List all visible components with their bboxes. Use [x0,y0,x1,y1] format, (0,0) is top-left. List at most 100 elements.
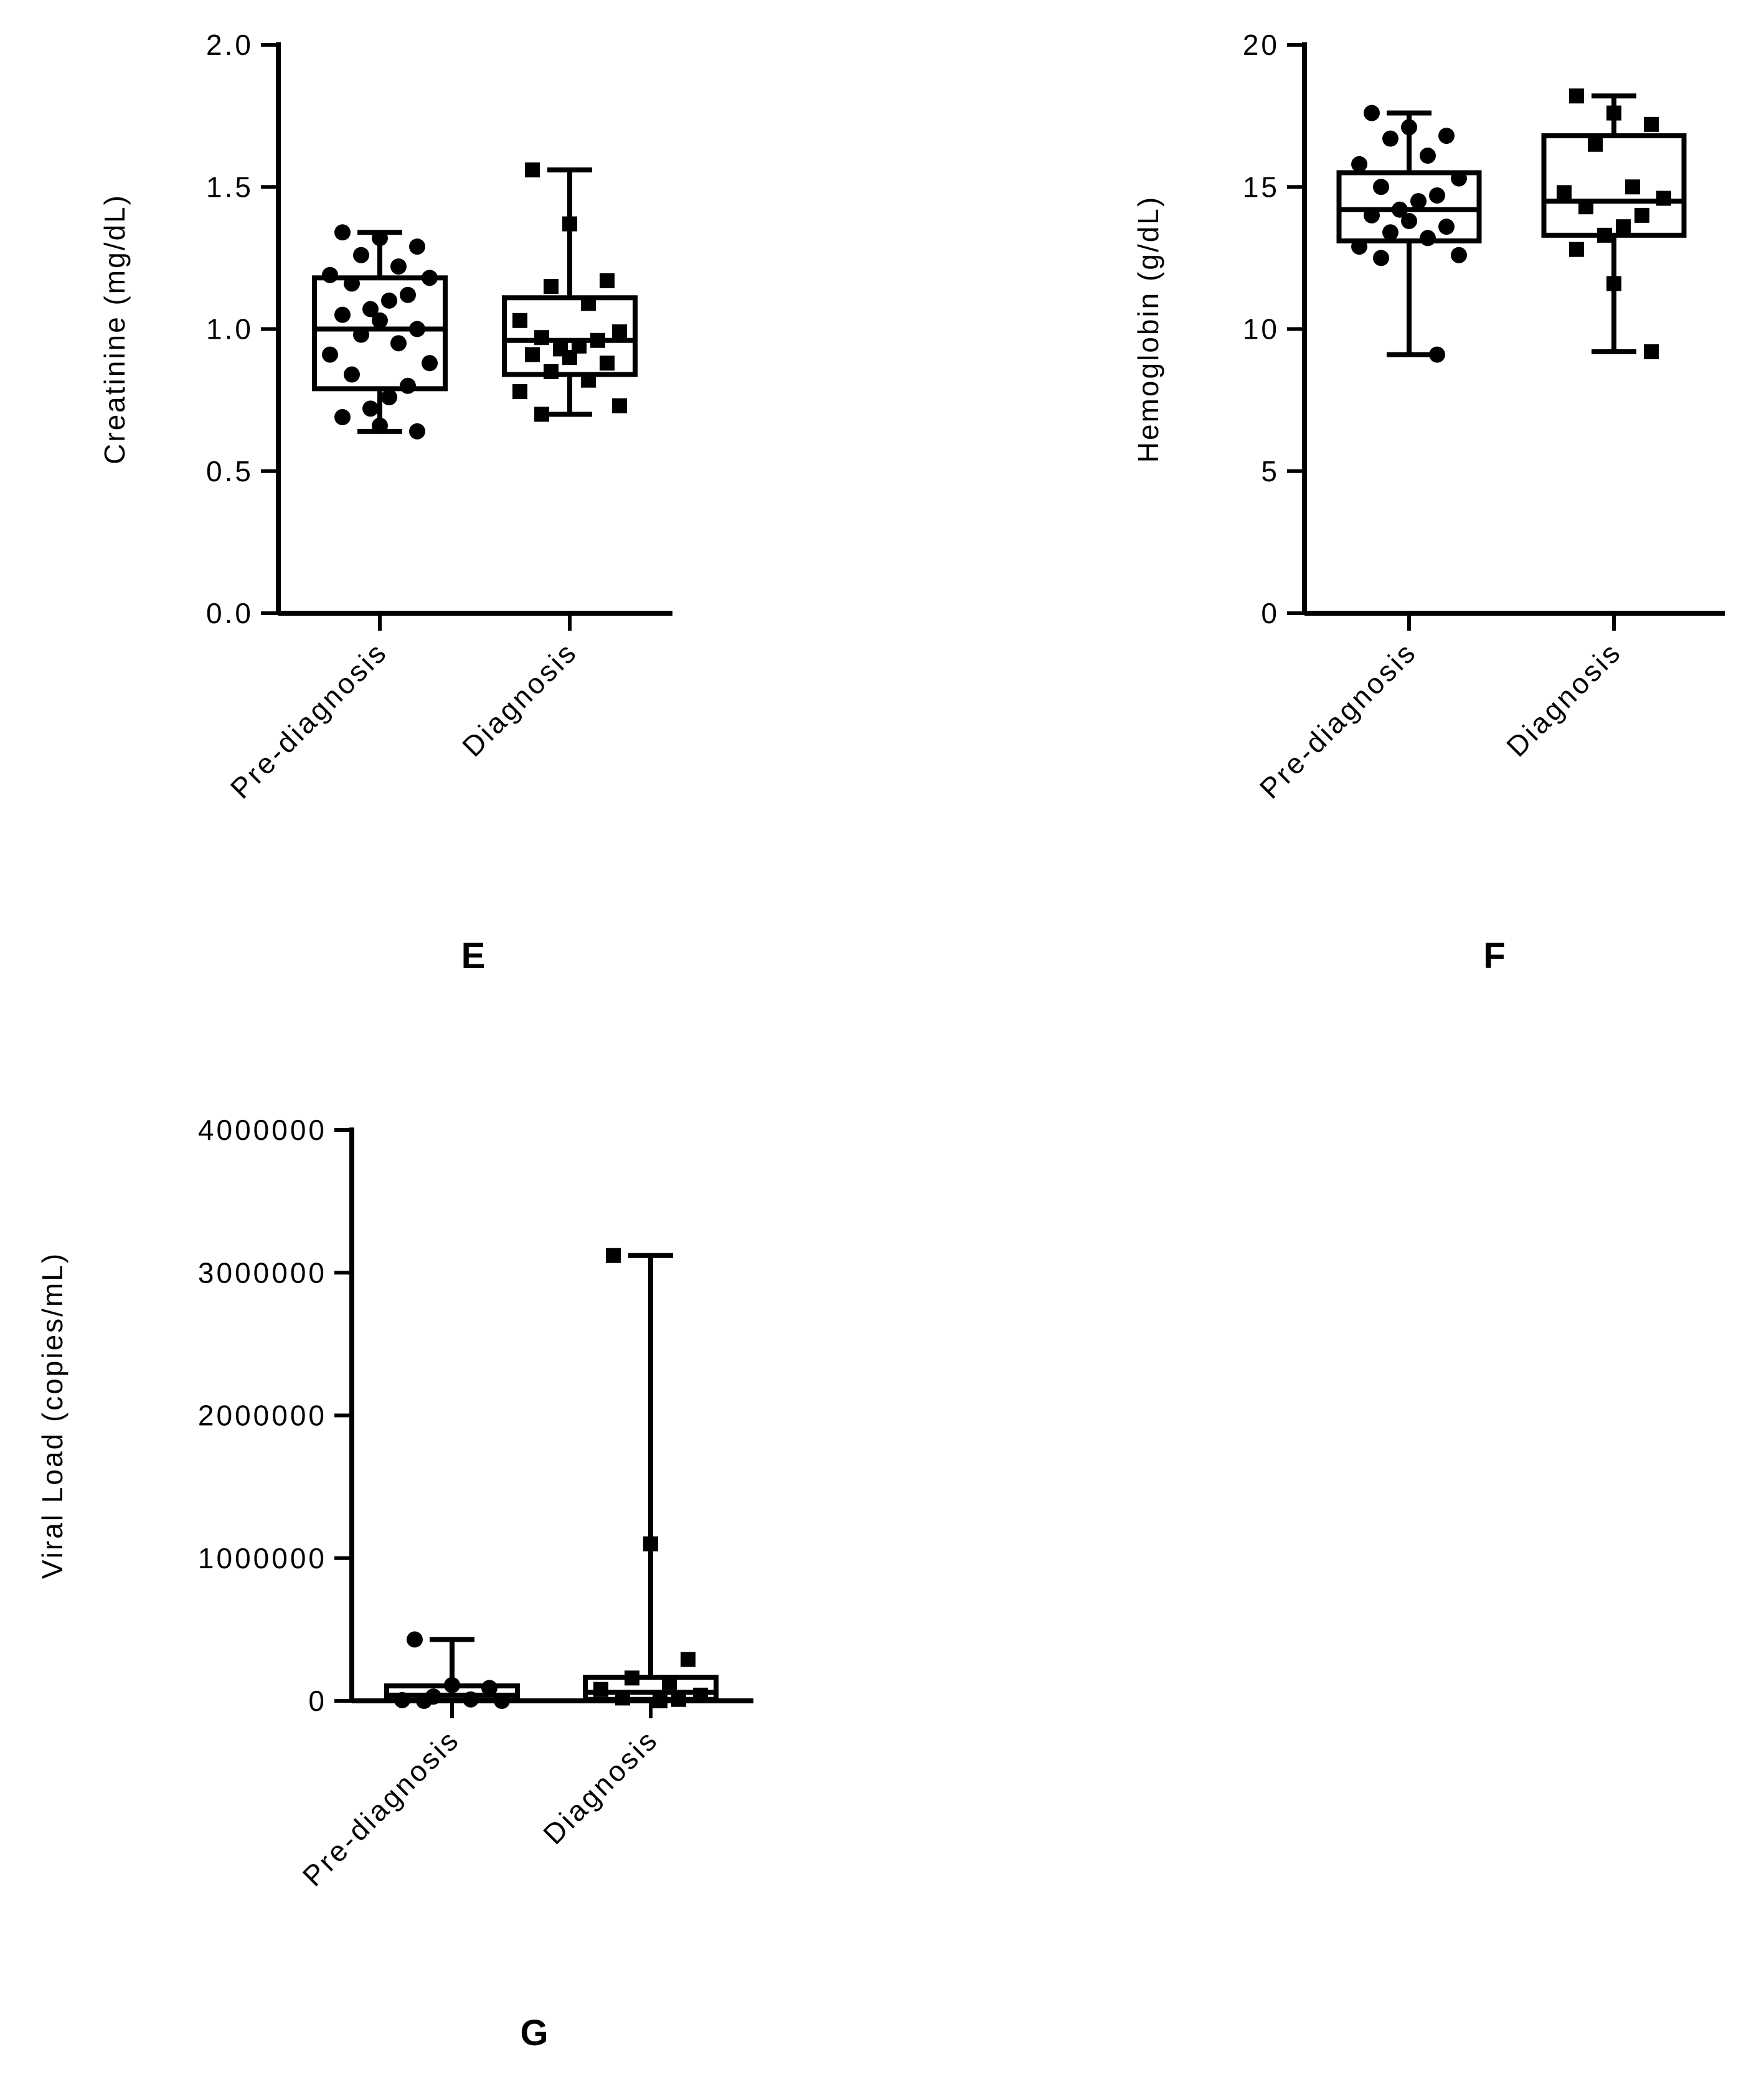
data-point [409,321,425,337]
chart-panel-g: 0 1000000 2000000 3000000 4000000 Viral Load … [36,1114,753,2053]
y-axis-title: Viral Load (copies/mL) [36,1252,68,1579]
data-point [322,346,338,363]
data-point [1373,179,1389,195]
y-tick-label: 1.5 [206,171,253,203]
data-point [1569,242,1584,257]
data-point [409,423,425,440]
data-point [1364,207,1380,224]
data-point [1382,224,1398,241]
data-point [381,389,397,406]
data-point [416,1693,432,1709]
y-tick-label: 20 [1243,29,1280,61]
data-point [1616,219,1631,235]
data-point [1392,201,1408,218]
data-point [322,266,338,283]
data-point [1420,148,1436,164]
data-point [1429,187,1445,204]
data-point [544,364,559,379]
data-point [534,330,549,346]
data-point [372,417,388,434]
data-point [1401,119,1417,136]
box-iqr [502,295,638,377]
data-point [1373,250,1389,266]
data-point [1351,156,1367,172]
data-point [1644,344,1659,360]
data-point [1420,230,1436,247]
data-point [1451,247,1467,263]
data-point [612,324,627,340]
data-point [1451,170,1467,187]
data-point [372,230,388,247]
data-point [400,286,416,303]
data-point [615,1690,630,1706]
category-label: Pre-diagnosis [224,635,394,804]
data-point [1625,179,1640,195]
chart-panel-f: 0 5 10 15 20 Hemoglobin (g/dL) Pre-diagnosis Di… [1132,29,1725,976]
data-point [662,1675,677,1690]
data-point [653,1693,667,1708]
y-tick-label: 15 [1243,171,1280,203]
data-point [612,398,627,413]
data-point [463,1691,479,1708]
y-axis-title: Hemoglobin (g/dL) [1132,195,1164,463]
data-point [562,216,577,232]
data-point [1410,193,1427,210]
y-tick-label: 0 [308,1685,327,1717]
category-label: Diagnosis [456,635,583,763]
y-tick-label: 0.5 [206,455,253,487]
category-label: Diagnosis [1500,635,1628,763]
panel-letter: E [461,936,486,976]
data-point [534,407,549,422]
data-point [600,355,615,371]
data-point [1429,346,1445,363]
data-point [643,1536,658,1551]
data-point [353,247,369,263]
data-point [422,270,438,286]
data-point [606,1248,621,1263]
data-point [1634,207,1649,223]
data-point [1351,238,1367,255]
box-iqr [1541,133,1687,238]
panel-letter: F [1483,936,1505,976]
data-point [512,313,527,328]
data-point [390,258,407,275]
data-point [372,312,388,329]
data-point [600,273,615,288]
data-point [671,1692,686,1707]
data-point [494,1693,510,1709]
y-tick-label: 10 [1243,313,1280,346]
data-point [693,1687,708,1703]
y-tick-label: 1.0 [206,313,253,346]
data-point [344,275,360,292]
data-point [1578,199,1593,215]
y-tick-label: 1000000 [198,1542,327,1574]
data-point [362,301,379,318]
data-point [525,347,540,362]
y-axis-title: Creatinine (mg/dL) [98,194,131,464]
data-point [407,1631,423,1648]
data-point [544,279,559,294]
data-point [334,306,351,323]
data-point [1588,136,1603,152]
data-point [362,400,379,417]
box-iqr [312,275,448,392]
data-point [1438,128,1455,144]
data-point [625,1670,639,1686]
y-tick-label: 5 [1261,455,1280,487]
data-point [1606,276,1621,291]
data-point [444,1677,460,1693]
y-tick-label: 2.0 [206,29,253,61]
data-point [1569,88,1584,104]
data-point [344,366,360,383]
data-point [353,326,369,343]
data-point [581,296,596,311]
data-point [512,384,527,399]
data-point [390,335,407,352]
data-point [334,224,351,241]
y-tick-label: 4000000 [198,1114,327,1146]
data-point [1382,130,1398,147]
data-point [590,332,605,348]
y-tick-label: 0 [1261,597,1280,629]
data-point [1644,116,1659,132]
